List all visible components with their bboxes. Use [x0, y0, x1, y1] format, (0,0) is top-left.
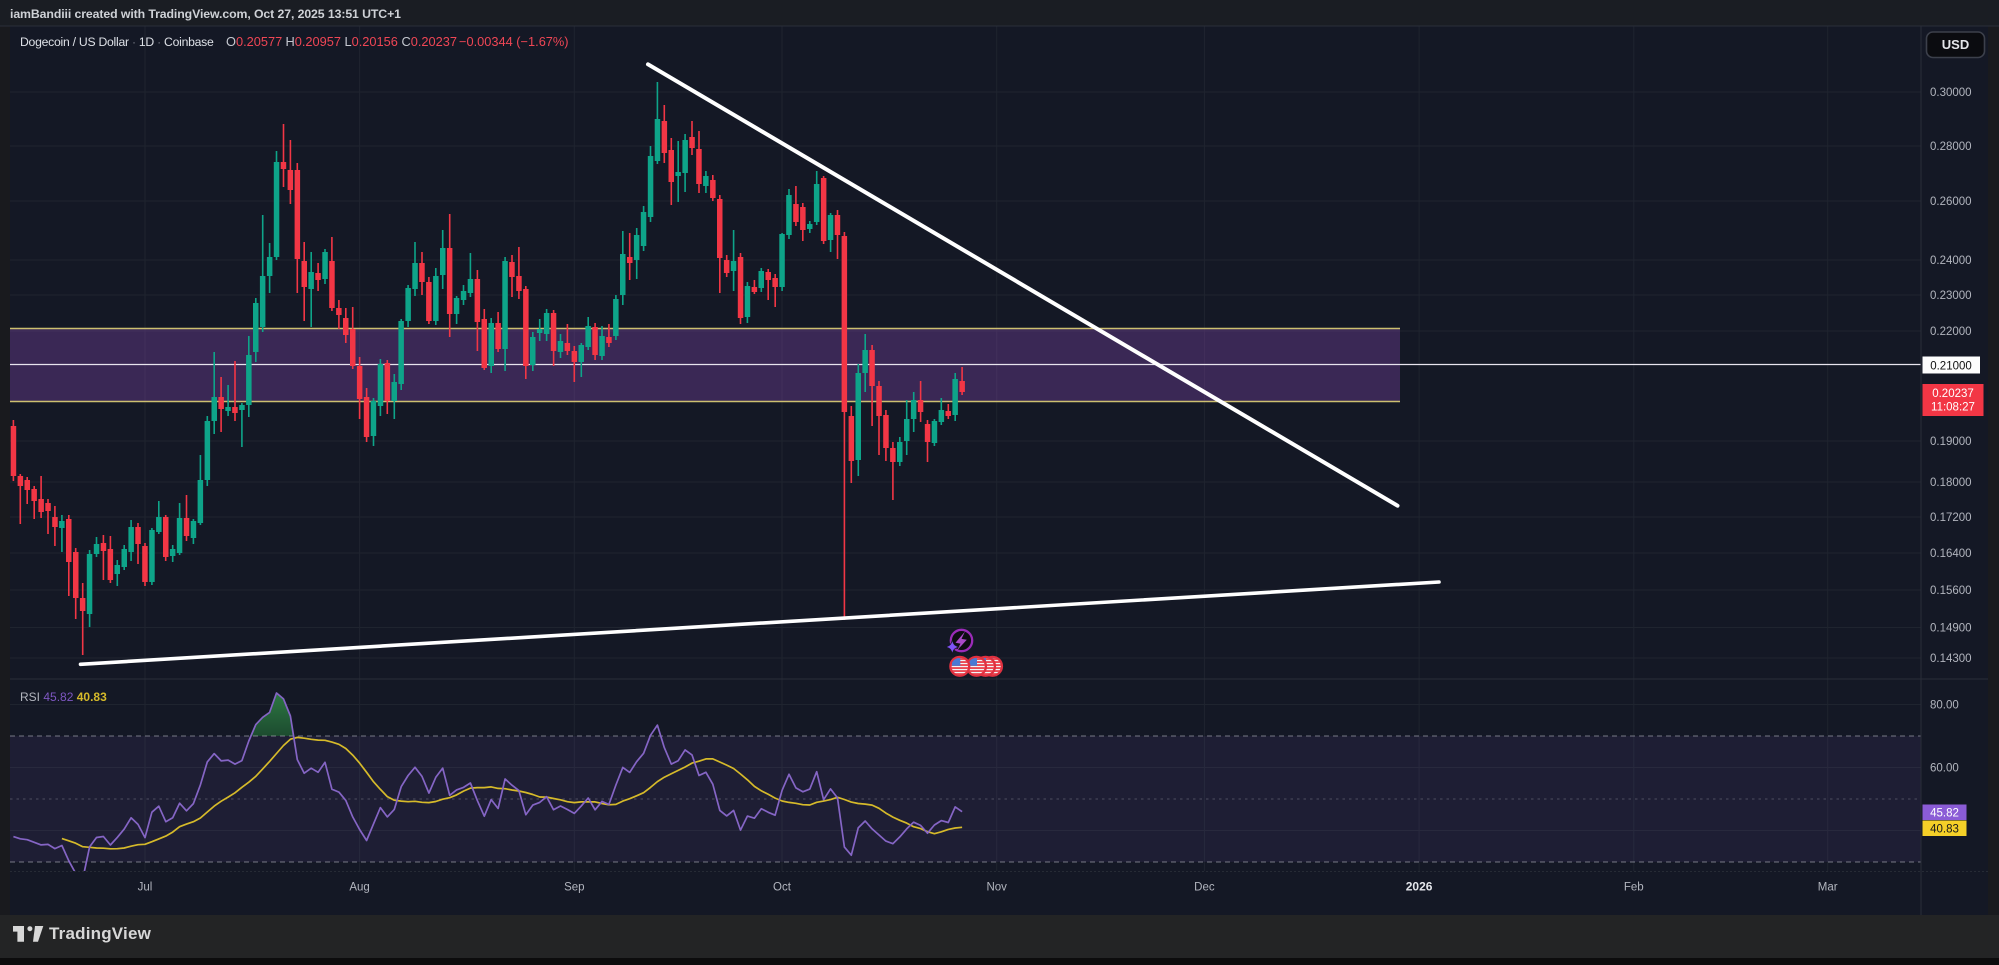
svg-text:0.24000: 0.24000	[1930, 255, 1972, 267]
svg-text:Feb: Feb	[1624, 882, 1644, 894]
svg-text:0.22000: 0.22000	[1930, 326, 1972, 338]
svg-text:0.14300: 0.14300	[1930, 653, 1972, 665]
svg-text:0.19000: 0.19000	[1930, 436, 1972, 448]
svg-text:0.30000: 0.30000	[1930, 87, 1972, 99]
svg-text:0.23000: 0.23000	[1930, 290, 1972, 302]
svg-text:Oct: Oct	[773, 882, 792, 894]
svg-text:0.28000: 0.28000	[1930, 141, 1972, 153]
svg-text:80.00: 80.00	[1930, 700, 1959, 712]
svg-text:0.15600: 0.15600	[1930, 585, 1972, 597]
svg-text:Jul: Jul	[138, 882, 153, 894]
svg-text:0.21000: 0.21000	[1930, 361, 1972, 373]
svg-text:Mar: Mar	[1818, 882, 1838, 894]
svg-text:Sep: Sep	[564, 882, 584, 894]
svg-text:0.20237: 0.20237	[1932, 388, 1974, 400]
svg-text:Nov: Nov	[986, 882, 1007, 894]
svg-text:C0.20237: C0.20237	[402, 34, 458, 49]
svg-text:0.26000: 0.26000	[1930, 196, 1972, 208]
svg-text:H0.20957: H0.20957	[286, 34, 342, 49]
svg-text:60.00: 60.00	[1930, 763, 1959, 775]
svg-text:45.82: 45.82	[1930, 808, 1959, 820]
svg-text:0.16400: 0.16400	[1930, 548, 1972, 560]
svg-text:RSI 45.82 40.83: RSI 45.82 40.83	[20, 690, 107, 704]
svg-text:Dec: Dec	[1194, 882, 1215, 894]
svg-text:L0.20156: L0.20156	[345, 34, 398, 49]
svg-text:Aug: Aug	[349, 882, 369, 894]
svg-text:TradingView: TradingView	[49, 924, 152, 943]
svg-text:O0.20577: O0.20577	[226, 34, 282, 49]
svg-text:−0.00344 (−1.67%): −0.00344 (−1.67%)	[459, 34, 569, 49]
svg-text:iamBandiii created with Tradin: iamBandiii created with TradingView.com,…	[10, 7, 401, 21]
svg-text:40.83: 40.83	[1930, 824, 1959, 836]
svg-text:0.14900: 0.14900	[1930, 623, 1972, 635]
svg-text:0.17200: 0.17200	[1930, 512, 1972, 524]
svg-text:Dogecoin / US Dollar · 1D · Co: Dogecoin / US Dollar · 1D · Coinbase	[20, 35, 214, 49]
svg-text:USD: USD	[1942, 37, 1969, 52]
svg-text:11:08:27: 11:08:27	[1931, 402, 1975, 414]
svg-text:2026: 2026	[1406, 880, 1433, 894]
svg-text:0.18000: 0.18000	[1930, 477, 1972, 489]
